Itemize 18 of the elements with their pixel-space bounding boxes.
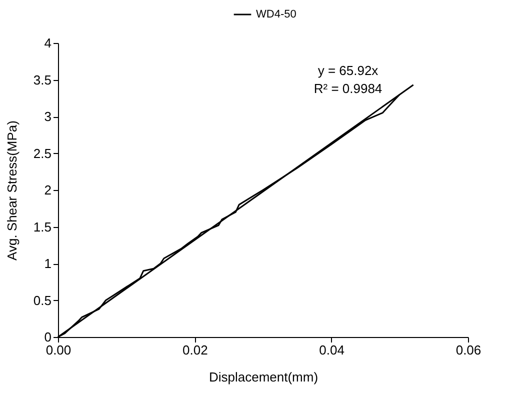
- y-tick-label: 2.5: [33, 146, 52, 161]
- y-tick-label: 4: [44, 36, 52, 50]
- x-tick-label: 0.06: [456, 342, 482, 358]
- x-tick-label: 0.00: [46, 342, 72, 358]
- y-tick-label: 1.5: [33, 219, 52, 234]
- y-tick-label: 3: [44, 109, 52, 124]
- x-tick-label: 0.02: [182, 342, 208, 358]
- x-axis-title: Displacement(mm): [208, 370, 318, 384]
- annotation: R² = 0.9984: [314, 81, 382, 96]
- y-tick-label: 0: [44, 330, 52, 344]
- y-tick-label: 3.5: [33, 72, 52, 88]
- y-tick-label: 1: [44, 256, 52, 271]
- x-tick-label: 0.04: [319, 342, 344, 358]
- annotation: y = 65.92x: [318, 63, 379, 78]
- y-tick-label: 0.5: [33, 292, 52, 308]
- y-axis-title: Avg. Shear Stress(MPa): [4, 120, 20, 260]
- y-tick-label: 2: [44, 182, 52, 198]
- legend-label: WD4-50: [256, 8, 296, 20]
